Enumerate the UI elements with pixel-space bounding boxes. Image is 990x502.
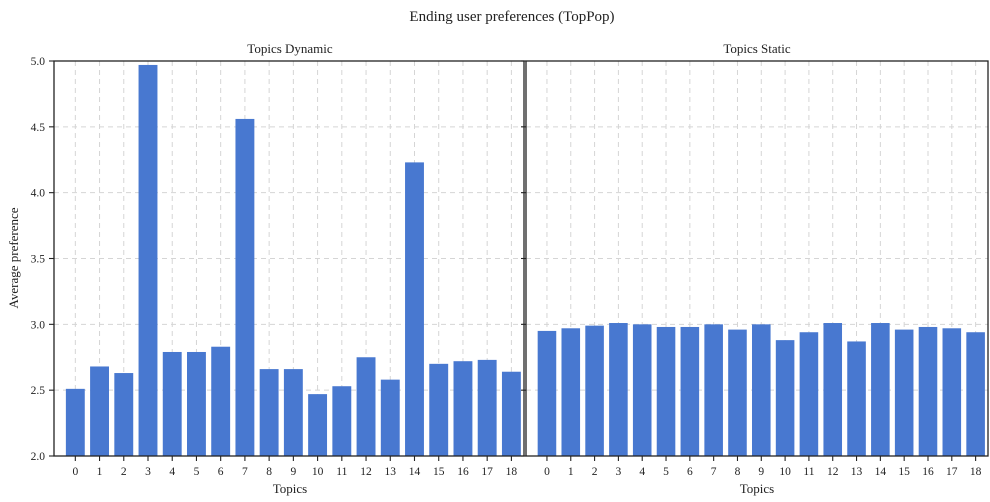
bar-topic-11 xyxy=(799,332,819,456)
x-tick-label: 10 xyxy=(312,466,324,478)
x-tick-label: 8 xyxy=(735,466,741,478)
bar-topic-16 xyxy=(918,326,938,456)
x-tick-label: 3 xyxy=(145,466,151,478)
y-tick-label: 4.5 xyxy=(31,122,46,134)
x-tick-label: 17 xyxy=(481,466,493,478)
y-tick-label: 5.0 xyxy=(31,56,46,68)
x-tick-label: 15 xyxy=(898,466,910,478)
x-tick-label: 11 xyxy=(803,466,814,478)
x-tick-label: 6 xyxy=(687,466,693,478)
bar-topic-12 xyxy=(823,323,843,456)
bar-topic-14 xyxy=(871,323,890,456)
x-tick-label: 4 xyxy=(639,466,645,478)
x-tick-label: 11 xyxy=(336,466,347,478)
x-tick-label: 9 xyxy=(758,466,764,478)
figure-title: Ending user preferences (TopPop) xyxy=(409,9,614,25)
x-tick-label: 5 xyxy=(663,466,669,478)
x-tick-label: 14 xyxy=(875,466,887,478)
bar-topic-13 xyxy=(847,341,866,456)
bar-topic-4 xyxy=(162,351,182,456)
x-tick-label: 12 xyxy=(360,466,372,478)
bar-topic-9 xyxy=(283,369,303,456)
x-axis-label: Topics xyxy=(273,481,307,496)
x-tick-label: 0 xyxy=(72,466,78,478)
x-tick-label: 0 xyxy=(544,466,550,478)
x-tick-label: 16 xyxy=(457,466,469,478)
x-tick-label: 7 xyxy=(711,466,717,478)
x-tick-label: 8 xyxy=(266,466,272,478)
panel-title: Topics Static xyxy=(723,41,791,56)
x-tick-label: 5 xyxy=(194,466,200,478)
bar-topic-12 xyxy=(356,357,376,456)
bar-topic-7 xyxy=(235,118,255,456)
x-tick-label: 6 xyxy=(218,466,224,478)
bar-topic-6 xyxy=(680,326,700,456)
bar-topic-6 xyxy=(211,346,231,456)
panel-topics-static: Topics Static Topics 0 1 2 3 4 5 6 7 8 9 10 11 12 13 1… xyxy=(521,41,989,496)
y-tick-label: 2.5 xyxy=(31,385,46,397)
bar-topic-2 xyxy=(585,325,604,456)
bar-topic-18 xyxy=(966,332,985,456)
bar-topic-4 xyxy=(632,324,652,456)
bar-topic-15 xyxy=(429,363,449,456)
x-axis-label: Topics xyxy=(740,481,774,496)
x-tick-label: 16 xyxy=(922,466,934,478)
panel-title: Topics Dynamic xyxy=(247,41,333,56)
x-tick-label: 18 xyxy=(970,466,982,478)
panel-topics-dynamic: Topics Dynamic Topics Average preference… xyxy=(6,41,525,496)
x-tick-label: 17 xyxy=(946,466,958,478)
bar-topic-18 xyxy=(501,371,521,456)
x-tick-label: 12 xyxy=(827,466,839,478)
x-tick-label: 3 xyxy=(616,466,622,478)
y-tick-label: 3.0 xyxy=(31,319,46,331)
x-tick-label: 7 xyxy=(242,466,248,478)
y-axis-label: Average preference xyxy=(6,207,21,308)
bar-topic-5 xyxy=(187,351,206,456)
bar-topic-1 xyxy=(561,328,581,456)
x-tick-label: 15 xyxy=(433,466,445,478)
x-tick-label: 1 xyxy=(568,466,574,478)
bar-topic-15 xyxy=(894,329,914,456)
y-tick-label: 3.5 xyxy=(31,254,46,266)
x-tick-label: 13 xyxy=(851,466,863,478)
bar-topic-17 xyxy=(477,359,497,456)
bar-topic-8 xyxy=(728,329,747,456)
bar-topic-7 xyxy=(704,324,723,456)
bar-topic-3 xyxy=(609,323,628,456)
bar-topic-10 xyxy=(775,340,795,456)
bar-topic-8 xyxy=(259,369,279,456)
bar-topic-14 xyxy=(405,162,424,456)
x-tick-label: 14 xyxy=(409,466,421,478)
bar-topic-5 xyxy=(656,326,676,456)
x-tick-label: 10 xyxy=(779,466,791,478)
bar-topic-2 xyxy=(114,373,134,456)
bar-topic-16 xyxy=(453,361,473,456)
x-tick-label: 1 xyxy=(97,466,103,478)
bar-topic-13 xyxy=(380,379,400,456)
x-tick-label: 4 xyxy=(169,466,175,478)
bar-topic-11 xyxy=(332,386,352,456)
y-tick-label: 2.0 xyxy=(31,451,46,463)
bar-topic-10 xyxy=(308,394,328,456)
bar-topic-0 xyxy=(537,330,557,456)
bar-topic-0 xyxy=(65,388,85,456)
x-tick-label: 13 xyxy=(385,466,397,478)
bar-topic-1 xyxy=(90,366,109,456)
x-tick-label: 9 xyxy=(290,466,296,478)
y-tick-label: 4.0 xyxy=(31,188,46,200)
x-tick-label: 2 xyxy=(121,466,127,478)
x-tick-label: 2 xyxy=(592,466,598,478)
bar-topic-17 xyxy=(942,328,962,456)
x-tick-label: 18 xyxy=(506,466,518,478)
bar-topic-3 xyxy=(138,64,158,456)
bar-topic-9 xyxy=(751,324,771,456)
